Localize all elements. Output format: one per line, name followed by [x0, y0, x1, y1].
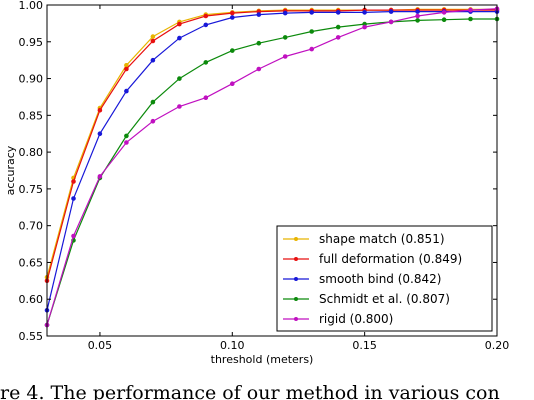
data-point: [468, 16, 473, 22]
data-point: [177, 76, 182, 81]
data-point: [468, 7, 473, 13]
data-point: [71, 233, 76, 239]
data-point: [203, 22, 209, 28]
series-line: [46, 18, 497, 326]
data-point: [230, 48, 235, 53]
accuracy-line-chart: 0.55 0.60 0.65 0.70 0.75 0.80 0.85 0.90 0.95 1.00…: [4, 0, 510, 366]
legend-box: [276, 225, 493, 332]
data-point: [230, 10, 235, 16]
data-point: [415, 13, 420, 19]
y-tick-label: 1.00: [19, 0, 44, 12]
figure-caption: re 4. The performance of our method in v…: [0, 382, 500, 400]
series-line: [46, 8, 497, 278]
data-point: [124, 88, 129, 94]
data-point: [441, 17, 447, 23]
legend-label: shape match (0.851): [319, 232, 445, 246]
legend-label: Schmidt et al. (0.807): [319, 292, 450, 306]
x-tick-label: 0.05: [88, 339, 113, 352]
legend-marker: [294, 277, 298, 281]
data-point: [388, 9, 394, 14]
data-point: [177, 21, 182, 27]
x-tick-label: 0.20: [485, 339, 510, 352]
y-tick-label: 0.90: [19, 73, 44, 86]
data-point: [335, 24, 341, 30]
y-tick-label: 0.80: [19, 146, 44, 159]
legend-marker: [294, 317, 298, 321]
data-point: [230, 15, 235, 20]
y-tick-label: 0.75: [19, 183, 44, 196]
data-point: [150, 118, 156, 124]
data-point: [150, 38, 156, 44]
legend-marker: [294, 297, 298, 301]
legend-item: rigid (0.800): [283, 312, 393, 326]
series-line: [46, 9, 497, 281]
data-point: [150, 34, 156, 39]
legend-marker: [294, 237, 298, 241]
series-4: [44, 6, 500, 328]
y-tick-label: 0.95: [19, 36, 44, 49]
data-point: [71, 179, 76, 184]
y-tick-label: 0.55: [19, 330, 44, 343]
data-point: [71, 196, 76, 201]
data-point: [362, 24, 367, 30]
data-point: [124, 133, 129, 139]
series-line: [46, 11, 497, 311]
data-point: [203, 60, 209, 65]
data-point: [282, 54, 288, 59]
legend-item: shape match (0.851): [283, 232, 445, 246]
series-2: [44, 9, 500, 313]
data-point: [362, 10, 367, 15]
data-point: [124, 140, 129, 145]
data-point: [177, 35, 182, 41]
y-tick-label: 0.70: [19, 220, 44, 233]
legend: shape match (0.851) full deformation (0.8…: [276, 225, 493, 332]
legend-item: smooth bind (0.842): [283, 272, 441, 286]
data-point: [309, 10, 315, 15]
data-point: [230, 81, 235, 86]
y-axis-label: accuracy: [4, 145, 17, 195]
data-point: [282, 10, 288, 16]
series-line: [46, 8, 498, 326]
data-point: [256, 40, 262, 46]
data-point: [415, 18, 420, 23]
data-point: [282, 35, 288, 40]
data-point: [256, 12, 262, 17]
data-point: [309, 29, 315, 34]
plot-frame: [46, 4, 498, 337]
y-tick-label: 0.65: [19, 256, 44, 269]
data-point: [388, 19, 394, 25]
legend-item: full deformation (0.849): [283, 252, 462, 266]
data-point: [441, 10, 447, 15]
data-point: [124, 66, 129, 72]
series-3: [44, 16, 500, 328]
y-tick-label: 0.60: [19, 293, 44, 306]
data-point: [203, 13, 209, 19]
data-point: [97, 174, 103, 179]
data-point: [177, 104, 182, 109]
data-point: [203, 95, 209, 100]
legend-label: smooth bind (0.842): [319, 272, 441, 286]
legend-label: rigid (0.800): [319, 312, 393, 326]
x-tick-label: 0.15: [352, 339, 377, 352]
data-point: [150, 57, 156, 63]
data-point: [150, 99, 156, 105]
data-point: [97, 131, 103, 136]
legend-item: Schmidt et al. (0.807): [283, 292, 450, 306]
data-point: [256, 66, 262, 72]
legend-label: full deformation (0.849): [319, 252, 462, 266]
x-tick-label: 0.10: [220, 339, 245, 352]
data-point: [309, 46, 315, 52]
data-point: [335, 35, 341, 40]
data-point: [97, 107, 103, 113]
x-axis-label: threshold (meters): [211, 353, 314, 366]
data-point: [415, 9, 420, 14]
legend-marker: [294, 257, 298, 261]
y-tick-label: 0.85: [19, 109, 44, 122]
data-point: [335, 10, 341, 15]
